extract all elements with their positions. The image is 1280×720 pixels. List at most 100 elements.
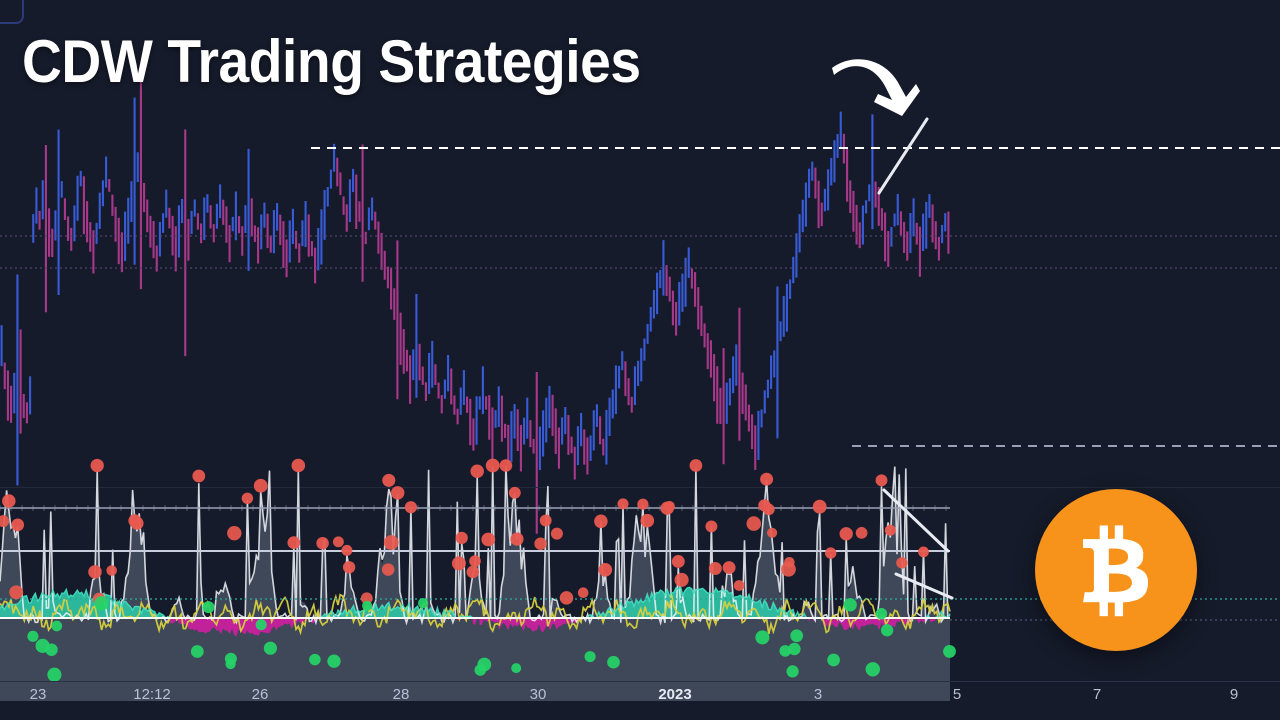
sell-signal-dot <box>404 501 418 514</box>
sell-signal-dot <box>360 592 373 605</box>
buy-signal-dot <box>788 642 801 656</box>
sell-signal-dot <box>0 515 10 528</box>
x-axis-tick: 12:12 <box>133 686 171 703</box>
sell-signal-dot <box>637 498 649 510</box>
x-axis-tick: 3 <box>813 686 823 703</box>
sell-signal-dot <box>663 500 675 512</box>
sell-signal-dot <box>896 557 908 569</box>
sell-signal-dot <box>760 472 774 486</box>
indicator-fast-line <box>0 593 951 636</box>
buy-signal-dot <box>263 641 277 655</box>
x-axis-tick: 9 <box>1229 686 1239 703</box>
sell-signal-dot <box>11 518 25 532</box>
sell-signal-dot <box>705 520 718 533</box>
sell-signal-dot <box>550 527 563 540</box>
sell-signal-dot <box>766 527 778 538</box>
buy-signal-dot <box>417 597 429 609</box>
x-axis-tick: 23 <box>29 686 47 703</box>
sell-signal-dot <box>594 514 608 529</box>
indicator-histogram-area <box>0 469 950 701</box>
sell-signal-dot <box>192 469 206 483</box>
sell-signal-dot <box>90 458 104 473</box>
buy-signal-dot <box>94 596 109 611</box>
sell-signal-dot <box>640 513 655 528</box>
sell-signal-dot <box>253 478 268 493</box>
buy-signal-dot <box>27 630 39 642</box>
x-axis-tick: 7 <box>1092 686 1102 703</box>
sell-signal-dot <box>855 527 868 539</box>
panel-divider <box>0 487 1280 488</box>
x-axis-tick: 26 <box>251 686 269 703</box>
sell-signal-dot <box>875 474 888 487</box>
buy-signal-dot <box>362 600 373 611</box>
buy-signal-dot <box>477 657 492 672</box>
sell-signal-dot <box>291 458 306 473</box>
sell-signal-dot <box>466 565 480 579</box>
sell-signal-dot <box>534 537 547 550</box>
corner-artifact <box>0 0 24 24</box>
axis-separator <box>0 681 1280 682</box>
bitcoin-glyph-icon <box>1035 489 1197 651</box>
sell-signal-dot <box>485 458 500 473</box>
buy-signal-dot <box>843 598 857 612</box>
sell-signal-dot <box>2 494 16 508</box>
x-axis-tick: 5 <box>952 686 962 703</box>
sell-signal-dot <box>539 514 552 527</box>
buy-signal-dot <box>786 665 799 678</box>
sell-signal-dot <box>342 561 356 574</box>
sell-signal-dot <box>130 516 144 530</box>
buy-signal-dot <box>865 662 881 677</box>
sell-signal-dot <box>508 486 521 499</box>
sell-signal-dot <box>577 587 589 599</box>
sell-signal-dot <box>674 572 689 587</box>
buy-signal-dot <box>51 620 63 632</box>
buy-signal-dot <box>875 607 888 620</box>
sell-signal-dot <box>510 532 524 546</box>
sell-signal-dot <box>918 546 929 558</box>
sell-signal-dot <box>383 535 399 550</box>
buy-signal-dot <box>225 658 236 670</box>
sell-signal-dot <box>451 556 466 571</box>
buy-signal-dot <box>790 629 804 643</box>
sell-signal-dot <box>812 499 827 514</box>
sell-signal-dot <box>481 532 496 547</box>
sell-signal-dot <box>825 547 837 559</box>
sell-signal-dot <box>617 498 629 510</box>
sell-signal-dot <box>382 473 396 487</box>
buy-signal-dot <box>827 653 840 667</box>
time-axis[interactable]: 23 12:12 26 28 30 2023 3 5 7 9 <box>0 686 1280 720</box>
sell-signal-dot <box>762 503 775 516</box>
sell-signal-dot <box>839 527 853 541</box>
sell-signal-dot <box>227 526 242 541</box>
sell-signal-dot <box>708 561 722 576</box>
indicator-downtrend-line-lower <box>894 572 954 600</box>
buy-signal-dot <box>607 655 620 669</box>
sell-signal-dot <box>381 563 395 576</box>
sell-signal-dot <box>598 562 613 577</box>
sell-signal-dot <box>316 536 329 550</box>
sell-signal-dot <box>733 580 745 591</box>
buy-signal-dot <box>327 654 341 668</box>
buy-signal-dot <box>255 619 267 631</box>
indicator-momentum-negative <box>165 618 937 637</box>
x-axis-tick: 2023 <box>658 686 692 703</box>
sell-signal-dot <box>559 591 574 605</box>
sell-signal-dot <box>884 524 896 536</box>
buy-signal-dot <box>584 651 596 663</box>
sell-signal-dot <box>332 536 344 548</box>
buy-signal-dot <box>309 653 321 666</box>
buy-signal-dot <box>511 663 522 674</box>
sell-signal-dot <box>784 557 795 568</box>
sell-signal-dot <box>671 555 685 568</box>
buy-signal-dot <box>190 645 204 658</box>
sell-signal-dot <box>106 565 117 576</box>
sell-signal-dot <box>241 492 254 505</box>
x-axis-tick: 30 <box>529 686 547 703</box>
buy-signal-dot <box>779 645 791 657</box>
buy-signal-dot <box>755 630 770 645</box>
sell-signal-dot <box>287 536 301 549</box>
buy-signal-dot <box>47 667 62 682</box>
